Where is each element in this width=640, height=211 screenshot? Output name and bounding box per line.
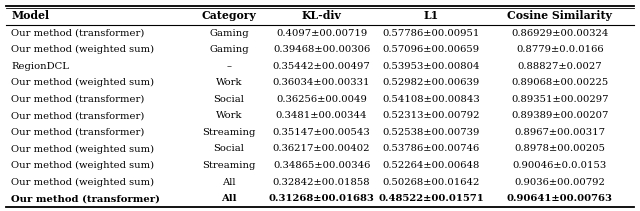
Text: 0.36034±00.00331: 0.36034±00.00331 bbox=[273, 78, 371, 87]
Text: Model: Model bbox=[12, 10, 49, 21]
Text: Work: Work bbox=[216, 78, 243, 87]
Text: RegionDCL: RegionDCL bbox=[12, 62, 69, 71]
Text: Cosine Similarity: Cosine Similarity bbox=[508, 10, 612, 21]
Text: L1: L1 bbox=[424, 10, 439, 21]
Text: Our method (transformer): Our method (transformer) bbox=[12, 29, 145, 38]
Text: 0.4097±00.00719: 0.4097±00.00719 bbox=[276, 29, 367, 38]
Text: 0.9036±00.00792: 0.9036±00.00792 bbox=[515, 177, 605, 187]
Text: KL-div: KL-div bbox=[301, 10, 342, 21]
Text: 0.89351±00.00297: 0.89351±00.00297 bbox=[511, 95, 609, 104]
Text: 0.48522±00.01571: 0.48522±00.01571 bbox=[378, 194, 484, 203]
Text: Category: Category bbox=[202, 10, 257, 21]
Text: Social: Social bbox=[214, 145, 244, 153]
Text: 0.34865±00.00346: 0.34865±00.00346 bbox=[273, 161, 371, 170]
Text: 0.35442±00.00497: 0.35442±00.00497 bbox=[273, 62, 371, 71]
Text: Gaming: Gaming bbox=[209, 29, 249, 38]
Text: –: – bbox=[227, 62, 232, 71]
Text: 0.36217±00.00402: 0.36217±00.00402 bbox=[273, 145, 371, 153]
Text: 0.90046±0.0.0153: 0.90046±0.0.0153 bbox=[513, 161, 607, 170]
Text: Streaming: Streaming bbox=[202, 161, 256, 170]
Text: Our method (weighted sum): Our method (weighted sum) bbox=[12, 45, 154, 54]
Text: 0.86929±00.00324: 0.86929±00.00324 bbox=[511, 29, 609, 38]
Text: 0.3481±00.00344: 0.3481±00.00344 bbox=[276, 111, 367, 120]
Text: 0.8978±00.00205: 0.8978±00.00205 bbox=[515, 145, 605, 153]
Text: Our method (weighted sum): Our method (weighted sum) bbox=[12, 177, 154, 187]
Text: 0.53786±00.00746: 0.53786±00.00746 bbox=[383, 145, 480, 153]
Text: 0.90641±00.00763: 0.90641±00.00763 bbox=[507, 194, 613, 203]
Text: 0.36256±00.0049: 0.36256±00.0049 bbox=[276, 95, 367, 104]
Text: Social: Social bbox=[214, 95, 244, 104]
Text: 0.8967±00.00317: 0.8967±00.00317 bbox=[515, 128, 605, 137]
Text: Our method (transformer): Our method (transformer) bbox=[12, 194, 161, 203]
Text: Our method (transformer): Our method (transformer) bbox=[12, 95, 145, 104]
Text: 0.39468±00.00306: 0.39468±00.00306 bbox=[273, 45, 370, 54]
Text: Gaming: Gaming bbox=[209, 45, 249, 54]
Text: 0.8779±0.0.0166: 0.8779±0.0.0166 bbox=[516, 45, 604, 54]
Text: All: All bbox=[221, 194, 237, 203]
Text: All: All bbox=[222, 177, 236, 187]
Text: 0.53953±00.00804: 0.53953±00.00804 bbox=[383, 62, 480, 71]
Text: 0.57096±00.00659: 0.57096±00.00659 bbox=[383, 45, 480, 54]
Text: Streaming: Streaming bbox=[202, 128, 256, 137]
Text: Our method (transformer): Our method (transformer) bbox=[12, 111, 145, 120]
Text: 0.52538±00.00739: 0.52538±00.00739 bbox=[383, 128, 480, 137]
Text: 0.57786±00.00951: 0.57786±00.00951 bbox=[383, 29, 480, 38]
Text: 0.54108±00.00843: 0.54108±00.00843 bbox=[383, 95, 480, 104]
Text: Our method (weighted sum): Our method (weighted sum) bbox=[12, 161, 154, 170]
Text: 0.32842±00.01858: 0.32842±00.01858 bbox=[273, 177, 371, 187]
Text: 0.88827±0.0027: 0.88827±0.0027 bbox=[518, 62, 602, 71]
Text: Our method (weighted sum): Our method (weighted sum) bbox=[12, 144, 154, 154]
Text: 0.52264±00.00648: 0.52264±00.00648 bbox=[383, 161, 480, 170]
Text: 0.31268±00.01683: 0.31268±00.01683 bbox=[269, 194, 374, 203]
Text: 0.50268±00.01642: 0.50268±00.01642 bbox=[383, 177, 480, 187]
Text: 0.89068±00.00225: 0.89068±00.00225 bbox=[511, 78, 609, 87]
Text: Our method (transformer): Our method (transformer) bbox=[12, 128, 145, 137]
Text: 0.35147±00.00543: 0.35147±00.00543 bbox=[273, 128, 371, 137]
Text: 0.89389±00.00207: 0.89389±00.00207 bbox=[511, 111, 609, 120]
Text: Work: Work bbox=[216, 111, 243, 120]
Text: Our method (weighted sum): Our method (weighted sum) bbox=[12, 78, 154, 87]
Text: 0.52313±00.00792: 0.52313±00.00792 bbox=[383, 111, 480, 120]
Text: 0.52982±00.00639: 0.52982±00.00639 bbox=[383, 78, 480, 87]
